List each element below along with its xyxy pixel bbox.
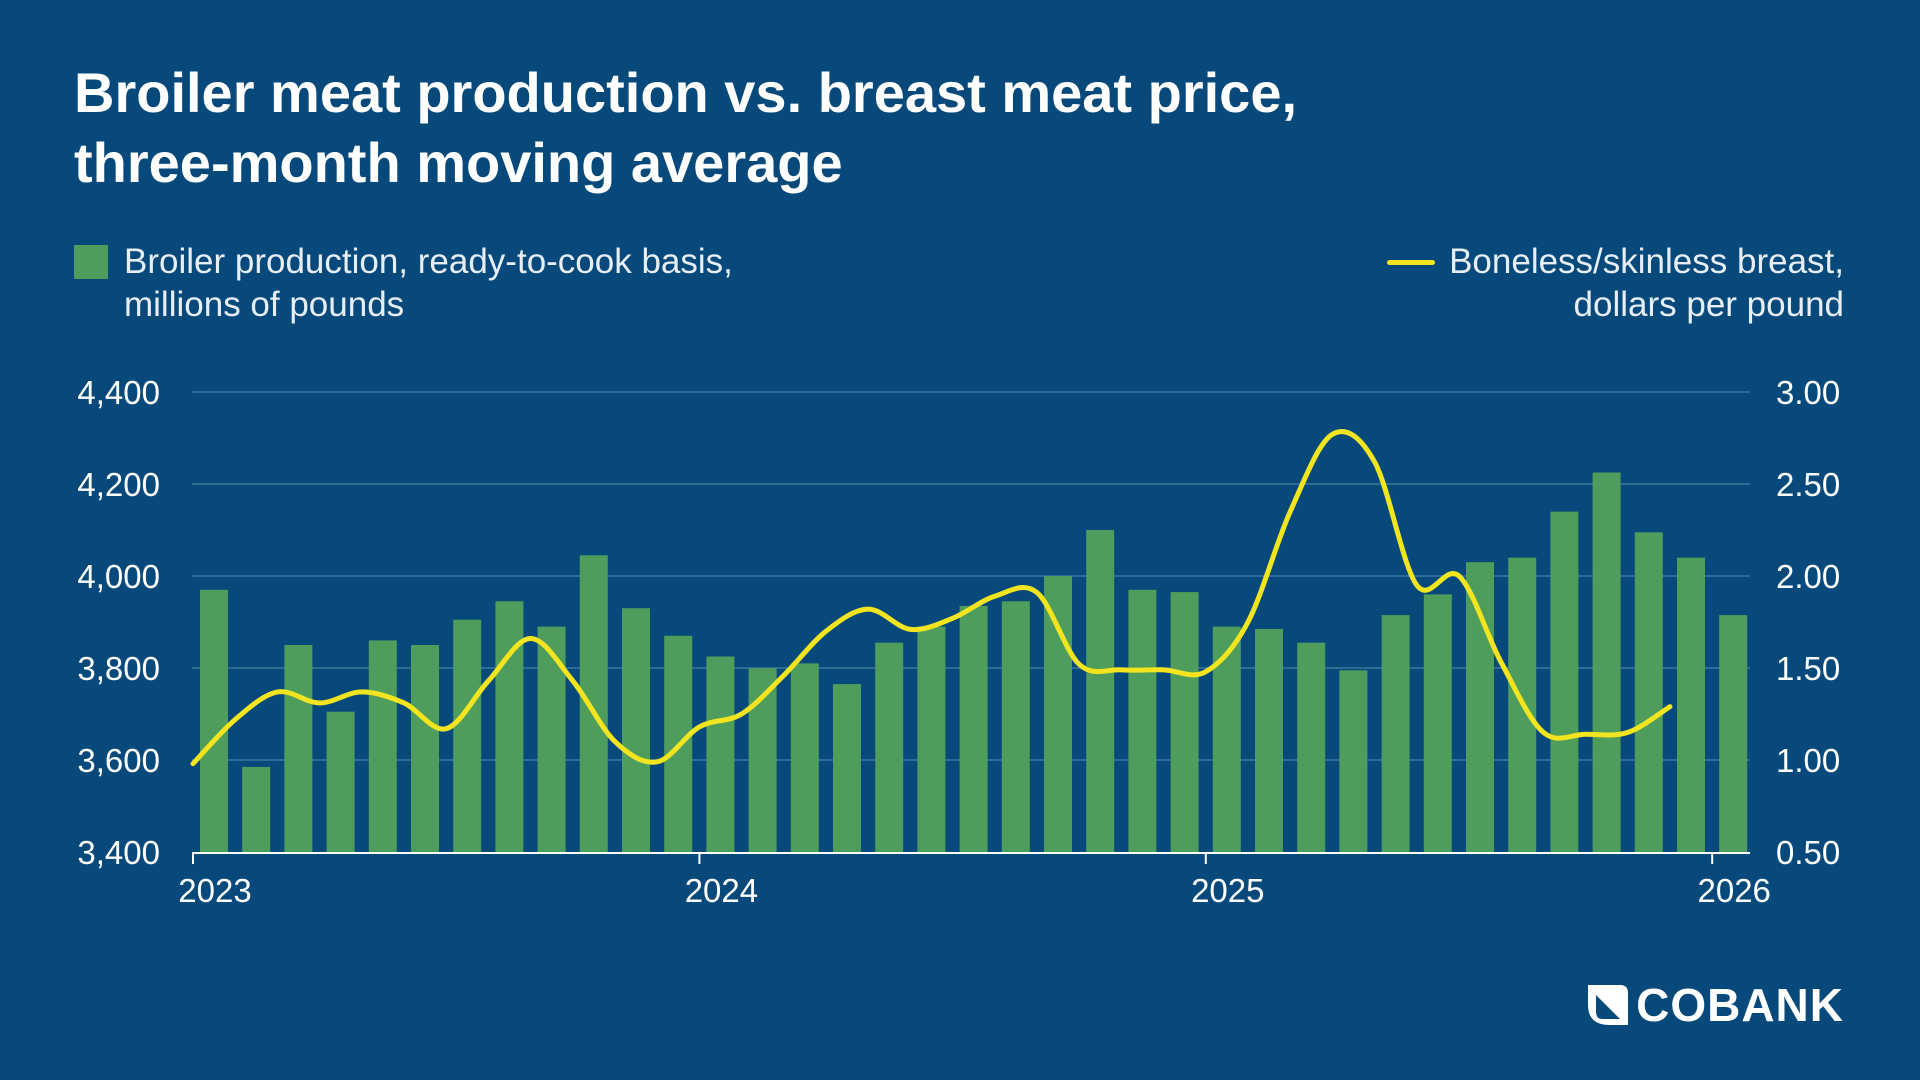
bar bbox=[917, 626, 946, 852]
bar bbox=[959, 605, 988, 852]
x-axis-tick-label: 2023 bbox=[178, 872, 251, 909]
bar bbox=[1677, 557, 1705, 852]
bar bbox=[368, 640, 397, 852]
title-line-2: three-month moving average bbox=[74, 131, 843, 194]
bar bbox=[1339, 670, 1368, 852]
legend-line-line-1: Boneless/skinless breast, bbox=[1449, 242, 1844, 281]
left-axis-tick-label: 3,800 bbox=[77, 650, 160, 687]
bar bbox=[1550, 511, 1579, 852]
bar bbox=[875, 642, 904, 852]
bar bbox=[706, 656, 735, 852]
bar bbox=[411, 645, 439, 852]
bar bbox=[1381, 615, 1410, 852]
left-axis-tick-label: 4,400 bbox=[77, 374, 160, 411]
x-axis-tick-label: 2025 bbox=[1191, 872, 1264, 909]
right-axis-tick-label: 0.50 bbox=[1776, 834, 1840, 871]
bar bbox=[1044, 576, 1072, 852]
legend-line: Boneless/skinless breast, dollars per po… bbox=[1387, 240, 1844, 326]
bar bbox=[200, 589, 228, 852]
right-axis-tick-label: 3.00 bbox=[1776, 374, 1840, 411]
x-axis-tick-label: 2026 bbox=[1697, 872, 1770, 909]
left-axis-tick-label: 4,000 bbox=[77, 558, 160, 595]
x-axis-tick-label: 2024 bbox=[685, 872, 758, 909]
bar bbox=[1255, 628, 1283, 852]
chart-title: Broiler meat production vs. breast meat … bbox=[74, 58, 1574, 198]
bar bbox=[1086, 530, 1115, 852]
cobank-logo-icon bbox=[1588, 985, 1629, 1025]
bar bbox=[1001, 601, 1030, 852]
legend-bars-line-2: millions of pounds bbox=[124, 285, 405, 324]
legend-bars-line-1: Broiler production, ready-to-cook basis, bbox=[124, 242, 733, 281]
bar bbox=[242, 766, 271, 852]
left-axis-tick-label: 4,200 bbox=[77, 466, 160, 503]
bar bbox=[1170, 592, 1199, 852]
bar bbox=[1423, 594, 1452, 852]
right-axis-tick-label: 2.50 bbox=[1776, 466, 1840, 503]
bar bbox=[790, 663, 819, 852]
price-line bbox=[190, 429, 1673, 767]
right-axis-tick-label: 2.00 bbox=[1776, 558, 1840, 595]
bar bbox=[579, 555, 608, 852]
bar bbox=[326, 711, 355, 852]
bar bbox=[495, 601, 524, 852]
bar bbox=[1128, 589, 1157, 852]
bar bbox=[284, 645, 313, 852]
legend-bars-swatch bbox=[74, 245, 108, 279]
legend-line-swatch bbox=[1387, 260, 1436, 265]
bar bbox=[622, 608, 650, 852]
left-axis-tick-label: 3,600 bbox=[77, 742, 160, 779]
cobank-logo: COBANK bbox=[1586, 980, 1844, 1030]
bar bbox=[1634, 532, 1663, 852]
left-axis-tick-label: 3,400 bbox=[77, 834, 160, 871]
bar bbox=[1719, 615, 1748, 852]
bar bbox=[1592, 472, 1621, 852]
right-axis-tick-label: 1.00 bbox=[1776, 742, 1840, 779]
right-axis-tick-label: 1.50 bbox=[1776, 650, 1840, 687]
legend-bars: Broiler production, ready-to-cook basis,… bbox=[74, 240, 733, 326]
bar bbox=[453, 619, 482, 852]
bar bbox=[1466, 562, 1494, 852]
bar bbox=[833, 684, 861, 852]
title-line-1: Broiler meat production vs. breast meat … bbox=[74, 61, 1298, 124]
bar bbox=[1297, 642, 1326, 852]
bar bbox=[537, 626, 566, 852]
legend-line-line-2: dollars per pound bbox=[1573, 285, 1844, 324]
cobank-logo-text: COBANK bbox=[1636, 979, 1844, 1031]
